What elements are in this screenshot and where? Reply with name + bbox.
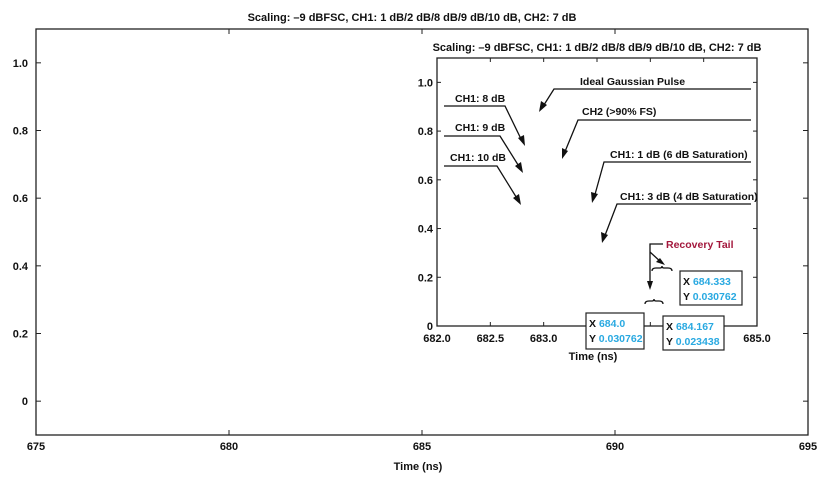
y-tick-label: 0.6 bbox=[418, 175, 433, 187]
annotation-recovery-tail: Recovery Tail bbox=[666, 239, 734, 251]
data-cursor-box: X 684.333 Y 0.030762 bbox=[679, 270, 743, 306]
y-tick-label: 0.6 bbox=[13, 193, 28, 205]
leader-recovery-tail bbox=[649, 243, 663, 285]
data-cursor-y-value: 0.023438 bbox=[676, 336, 720, 348]
data-cursor-box: X 684.167 Y 0.023438 bbox=[662, 315, 725, 351]
data-cursor-frame bbox=[679, 270, 743, 306]
leader-ch1-3db bbox=[603, 203, 751, 239]
leader-ch1-9db bbox=[444, 135, 521, 169]
annotation-ch1-3db: CH1: 3 dB (4 dB Saturation) bbox=[620, 191, 758, 203]
leader-ch2 bbox=[563, 119, 751, 155]
data-cursor-x-row: X 684.333 bbox=[683, 276, 731, 288]
data-cursor-frame bbox=[662, 315, 725, 351]
data-cursor-y-value: 0.030762 bbox=[693, 291, 737, 303]
data-cursor-y-value: 0.030762 bbox=[599, 333, 643, 345]
leader-ch1-8db bbox=[444, 105, 523, 142]
inset-chart-title: Scaling: –9 dBFSC, CH1: 1 dB/2 dB/8 dB/9… bbox=[433, 42, 762, 54]
x-tick-label: 685.0 bbox=[743, 333, 771, 345]
annotation-ch2: CH2 (>90% FS) bbox=[582, 106, 656, 118]
data-cursor-y-label: Y bbox=[666, 336, 673, 348]
x-tick-label: 695 bbox=[799, 441, 817, 453]
inset-chart: Scaling: –9 dBFSC, CH1: 1 dB/2 dB/8 dB/9… bbox=[418, 42, 771, 363]
outer-x-axis: 675 680 685 690 695 bbox=[27, 29, 817, 453]
recovery-tail-bracket bbox=[644, 298, 664, 305]
y-tick-label: 0 bbox=[22, 396, 28, 408]
x-tick-label: 683.0 bbox=[530, 333, 558, 345]
data-cursor-x-value: 684.167 bbox=[676, 321, 714, 333]
outer-x-axis-label: Time (ns) bbox=[394, 461, 443, 473]
annotation-arrowheads bbox=[513, 101, 608, 243]
x-tick-label: 675 bbox=[27, 441, 45, 453]
data-cursor-y-row: Y 0.030762 bbox=[683, 291, 737, 303]
data-cursor-frame bbox=[585, 312, 645, 350]
data-cursor-y-row: Y 0.030762 bbox=[589, 333, 643, 345]
leader-ch1-10db bbox=[444, 165, 519, 201]
data-cursor-x-value: 684.333 bbox=[693, 276, 731, 288]
data-cursor-x-label: X bbox=[589, 318, 596, 330]
y-tick-label: 1.0 bbox=[13, 58, 28, 70]
arrowhead bbox=[562, 148, 568, 159]
x-tick-label: 685 bbox=[413, 441, 431, 453]
y-tick-label: 1.0 bbox=[418, 77, 433, 89]
inset-x-axis-label: Time (ns) bbox=[569, 351, 618, 363]
x-tick-label: 680 bbox=[220, 441, 238, 453]
arrowhead bbox=[656, 258, 665, 265]
y-tick-label: 0.4 bbox=[13, 261, 29, 273]
y-tick-label: 0.2 bbox=[13, 329, 28, 341]
x-tick-label: 682.0 bbox=[423, 333, 451, 345]
data-cursor-y-label: Y bbox=[589, 333, 596, 345]
annotation-ch1-10db: CH1: 10 dB bbox=[450, 152, 506, 164]
data-cursor-box: X 684.0 Y 0.030762 bbox=[585, 312, 645, 350]
leader-ideal-gaussian bbox=[541, 88, 751, 109]
annotation-ch1-8db: CH1: 8 dB bbox=[455, 93, 506, 105]
data-cursor-x-label: X bbox=[666, 321, 673, 333]
y-tick-label: 0.4 bbox=[418, 224, 434, 236]
data-cursor-x-value: 684.0 bbox=[599, 318, 625, 330]
annotation-ch1-9db: CH1: 9 dB bbox=[455, 122, 506, 134]
arrowhead bbox=[647, 281, 653, 290]
data-cursor-y-row: Y 0.023438 bbox=[666, 336, 720, 348]
arrowhead bbox=[601, 232, 608, 243]
data-cursor-x-label: X bbox=[683, 276, 690, 288]
arrowhead bbox=[518, 135, 525, 146]
annotation-ideal-gaussian: Ideal Gaussian Pulse bbox=[580, 76, 685, 88]
arrowhead bbox=[539, 101, 547, 112]
arrowhead bbox=[513, 194, 521, 205]
annotation-leaders bbox=[444, 88, 751, 239]
y-tick-label: 0.8 bbox=[13, 126, 28, 138]
outer-chart: Scaling: –9 dBFSC, CH1: 1 dB/2 dB/8 dB/9… bbox=[13, 12, 817, 473]
data-cursor-x-row: X 684.0 bbox=[589, 318, 625, 330]
x-tick-label: 690 bbox=[606, 441, 624, 453]
leader-ch1-1db bbox=[593, 161, 751, 199]
recovery-tail-bracket bbox=[651, 265, 673, 272]
arrowhead bbox=[591, 192, 598, 203]
annotation-ch1-1db: CH1: 1 dB (6 dB Saturation) bbox=[610, 149, 748, 161]
data-cursor-x-row: X 684.167 bbox=[666, 321, 714, 333]
inset-y-axis: 0 0.2 0.4 0.6 0.8 1.0 bbox=[418, 77, 757, 333]
data-cursor-y-label: Y bbox=[683, 291, 690, 303]
arrowhead bbox=[515, 162, 523, 173]
outer-y-axis: 0 0.2 0.4 0.6 0.8 1.0 bbox=[13, 58, 808, 408]
y-tick-label: 0 bbox=[427, 321, 433, 333]
outer-chart-title: Scaling: –9 dBFSC, CH1: 1 dB/2 dB/8 dB/9… bbox=[248, 12, 577, 24]
y-tick-label: 0.8 bbox=[418, 126, 433, 138]
y-tick-label: 0.2 bbox=[418, 272, 433, 284]
x-tick-label: 682.5 bbox=[477, 333, 505, 345]
recovery-tail-arrowheads bbox=[647, 258, 665, 290]
